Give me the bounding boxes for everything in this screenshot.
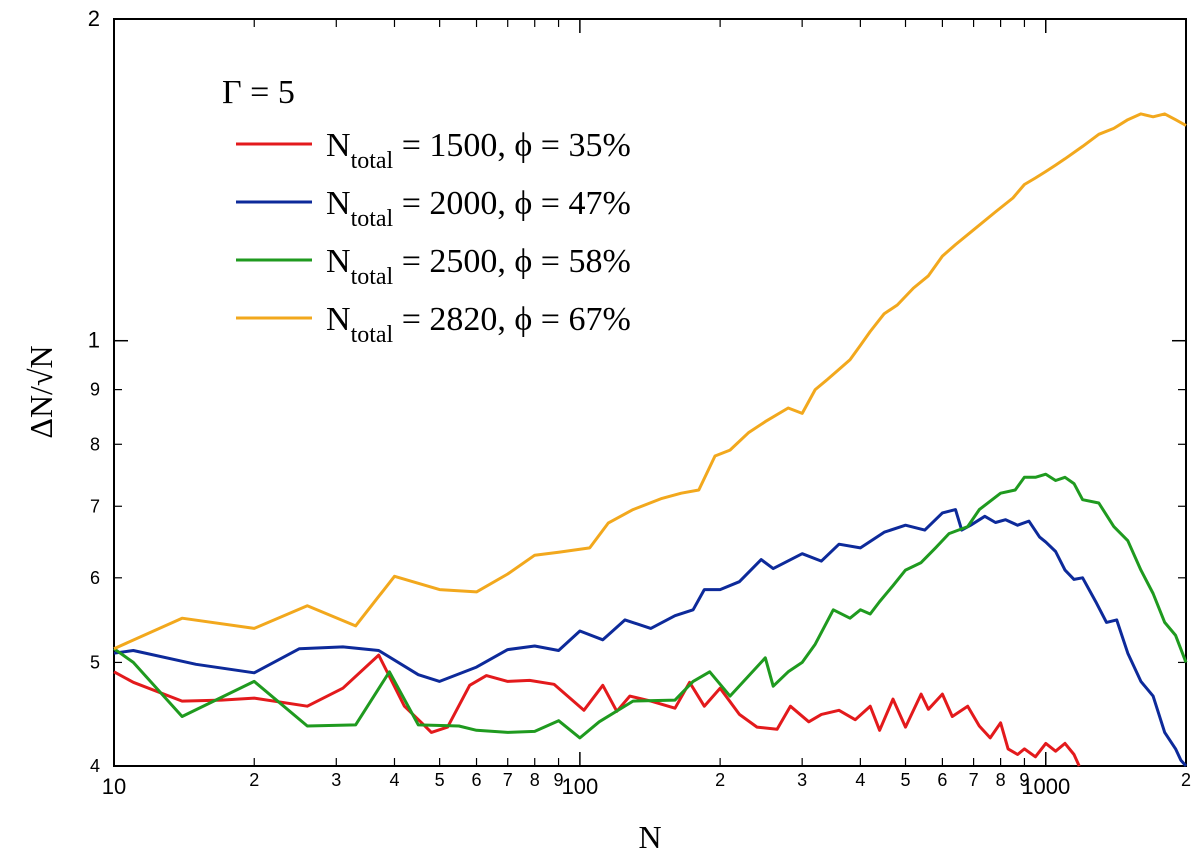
legend-label-1: Ntotal = 1500, ϕ = 35% <box>326 127 631 174</box>
series-layer <box>113 112 1188 767</box>
x-minor-tick-label: 2 <box>715 770 725 790</box>
x-major-tick-label: 100 <box>562 774 599 799</box>
x-major-tick-label: 1000 <box>1021 774 1070 799</box>
series-line-3 <box>113 472 1188 740</box>
x-minor-tick-label: 2 <box>249 770 259 790</box>
x-minor-tick-label: 8 <box>996 770 1006 790</box>
x-minor-tick-label: 4 <box>389 770 399 790</box>
y-axis-title: ΔN/√N <box>23 345 59 438</box>
x-minor-tick-label: 8 <box>530 770 540 790</box>
x-minor-tick-label: 5 <box>901 770 911 790</box>
x-minor-tick-label: 3 <box>797 770 807 790</box>
x-minor-tick-label: 2 <box>1181 770 1191 790</box>
x-minor-tick-label: 6 <box>472 770 482 790</box>
y-minor-tick-label: 9 <box>90 380 100 400</box>
series-line-2 <box>113 508 1188 767</box>
legend-label-4: Ntotal = 2820, ϕ = 67% <box>326 301 631 348</box>
y-major-tick-label: 2 <box>88 6 100 31</box>
x-minor-tick-label: 9 <box>554 770 564 790</box>
x-minor-tick-label: 3 <box>331 770 341 790</box>
y-minor-tick-label: 5 <box>90 652 100 672</box>
x-minor-tick-label: 4 <box>855 770 865 790</box>
series-line-4 <box>113 112 1187 651</box>
x-minor-tick-label: 6 <box>937 770 947 790</box>
x-minor-tick-label: 5 <box>435 770 445 790</box>
y-major-tick-label: 1 <box>88 328 100 353</box>
legend-label-2: Ntotal = 2000, ϕ = 47% <box>326 185 631 232</box>
y-minor-tick-label: 7 <box>90 496 100 516</box>
plot-frame <box>113 18 1187 767</box>
x-axis-title: N <box>638 819 661 855</box>
x-major-tick-label: 10 <box>102 774 126 799</box>
y-minor-tick-label: 6 <box>90 568 100 588</box>
x-minor-tick-label: 7 <box>503 770 513 790</box>
y-minor-tick-label: 4 <box>90 756 100 776</box>
y-minor-tick-label: 8 <box>90 434 100 454</box>
legend-label-3: Ntotal = 2500, ϕ = 58% <box>326 243 631 290</box>
x-minor-tick-label: 7 <box>969 770 979 790</box>
legend: Γ = 5 Ntotal = 1500, ϕ = 35% Ntotal = 200… <box>222 74 631 348</box>
x-minor-tick-label: 9 <box>1019 770 1029 790</box>
legend-title: Γ = 5 <box>222 74 295 111</box>
